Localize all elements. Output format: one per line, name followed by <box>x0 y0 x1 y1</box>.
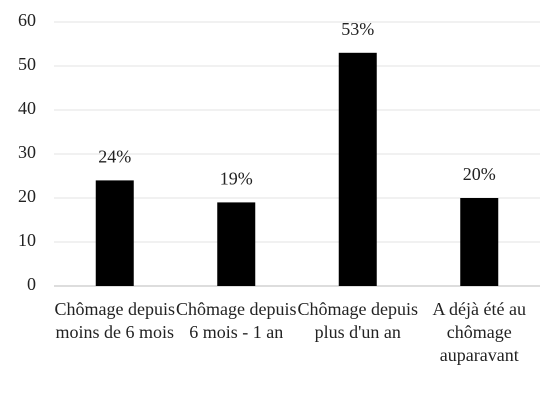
x-tick-label: Chômage depuis 6 mois - 1 an <box>176 299 297 342</box>
data-label: 20% <box>463 164 496 184</box>
y-tick-label: 60 <box>18 10 36 30</box>
x-tick-label: Chômage depuis moins de 6 mois <box>54 299 175 342</box>
y-tick-label: 10 <box>18 230 36 250</box>
data-label: 53% <box>341 19 374 39</box>
bar <box>95 180 134 286</box>
y-tick-label: 40 <box>18 98 36 118</box>
x-tick-label: A déjà été au chômage auparavant <box>432 299 526 365</box>
y-tick-label: 50 <box>18 54 36 74</box>
data-label: 24% <box>98 147 131 167</box>
bar <box>217 202 256 286</box>
x-tick-label: Chômage depuis plus d'un an <box>297 299 418 342</box>
y-tick-label: 0 <box>27 274 36 294</box>
bar <box>338 52 377 286</box>
data-label: 19% <box>220 169 253 189</box>
bar <box>460 198 499 286</box>
y-tick-label: 30 <box>18 142 36 162</box>
y-tick-label: 20 <box>18 186 36 206</box>
